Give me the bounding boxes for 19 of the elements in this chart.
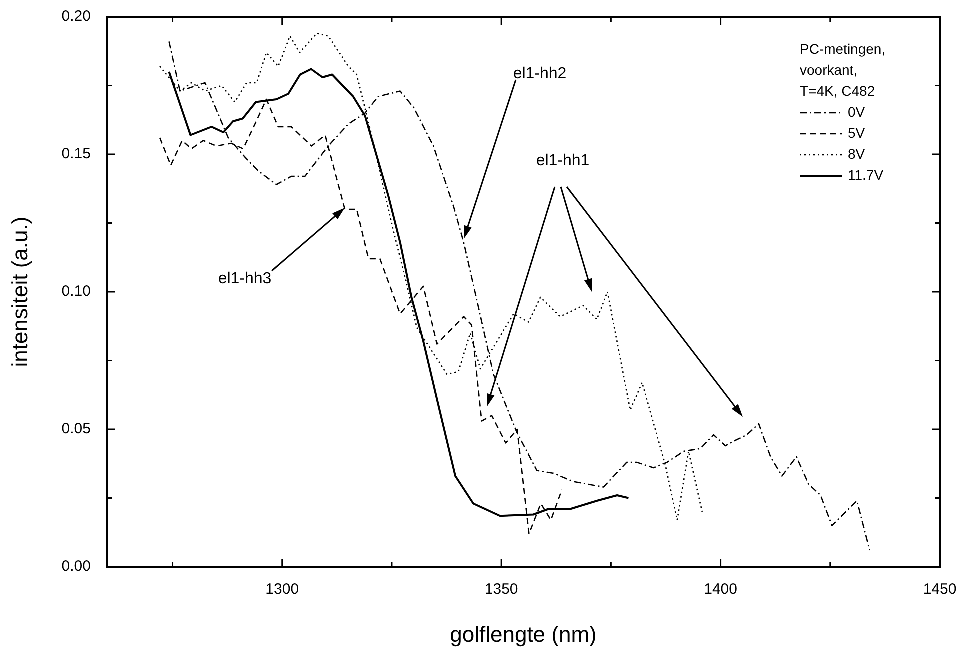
- annotation: el1-hh2: [513, 65, 567, 82]
- annotation: el1-hh1: [536, 152, 590, 170]
- annotation: el1-hh3: [218, 270, 272, 288]
- y-axis-title: intensiteit (a.u.): [7, 216, 32, 368]
- x-tick-label: 1350: [484, 581, 518, 598]
- y-tick-label: 0.15: [62, 146, 91, 163]
- y-tick-label: 0.00: [62, 558, 91, 576]
- y-tick-label: 0.20: [62, 8, 91, 26]
- x-tick-label: 1300: [266, 581, 300, 598]
- x-axis-title: golflengte (nm): [450, 622, 597, 647]
- legend-label: 5V: [848, 124, 866, 143]
- y-tick-label: 0.05: [62, 420, 91, 438]
- legend-label: 0V: [848, 103, 866, 122]
- x-tick-label: 1450: [923, 581, 957, 598]
- legend-label: 8V: [848, 145, 866, 164]
- legend-title: PC-metingen, voorkant, T=4K, C482: [800, 40, 887, 101]
- legend-label: 11.7V: [848, 166, 884, 185]
- y-tick-label: 0.10: [62, 283, 91, 300]
- x-tick-label: 1400: [704, 581, 738, 598]
